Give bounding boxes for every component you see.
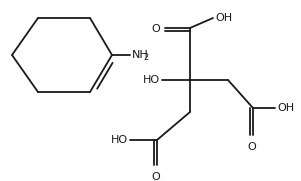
Text: OH: OH [215, 13, 232, 23]
Text: 2: 2 [143, 53, 148, 62]
Text: HO: HO [143, 75, 160, 85]
Text: NH: NH [132, 50, 149, 60]
Text: OH: OH [277, 103, 294, 113]
Text: O: O [152, 172, 160, 181]
Text: O: O [248, 142, 256, 152]
Text: HO: HO [111, 135, 128, 145]
Text: O: O [151, 24, 160, 34]
